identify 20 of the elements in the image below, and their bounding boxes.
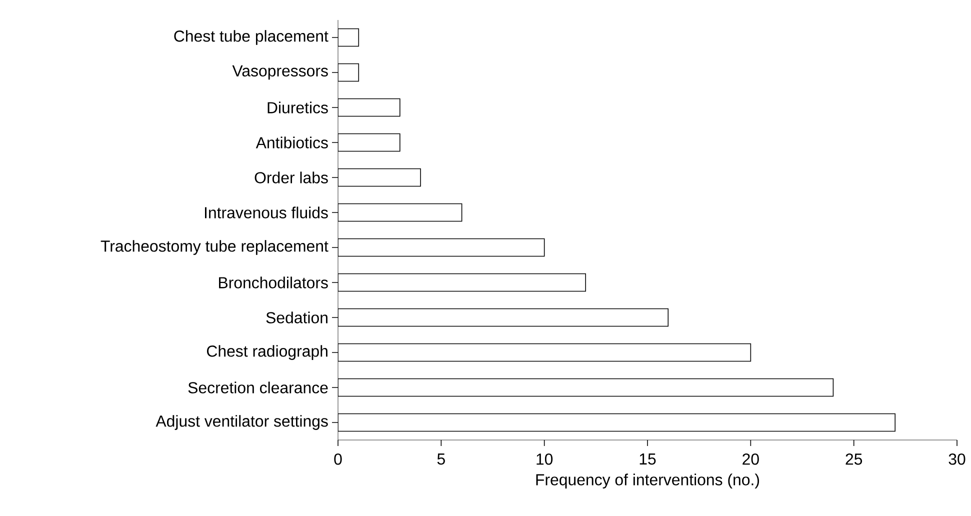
x-tick-label: 10 (536, 454, 553, 465)
x-tick-label: 5 (437, 454, 445, 465)
y-tick-label: Vasopressors (232, 65, 328, 80)
y-tick-label: Chest radiograph (207, 345, 328, 360)
y-tick-label: Antibiotics (256, 136, 328, 148)
y-tick-label: Chest tube placement (174, 30, 328, 45)
x-tick-label: 25 (846, 454, 862, 465)
x-tick-label: 20 (742, 454, 759, 465)
y-tick-label: Tracheostomy tube replacement (100, 240, 328, 255)
y-tick-label: Bronchodilators (219, 276, 328, 288)
y-tick-label: Adjust ventilator settings (156, 415, 328, 430)
x-tick-label: 0 (334, 454, 342, 465)
x-axis-title: Frequency of interventions (no.) (536, 474, 759, 489)
y-tick-label: Intravenous fluids (205, 206, 328, 218)
y-tick-label: Order labs (254, 172, 328, 184)
x-tick-label: 15 (640, 454, 656, 465)
y-tick-label: Sedation (266, 312, 328, 324)
y-tick-label: Secretion clearance (188, 382, 328, 394)
y-tick-label: Diuretics (268, 102, 328, 114)
x-tick-label: 30 (948, 454, 966, 465)
